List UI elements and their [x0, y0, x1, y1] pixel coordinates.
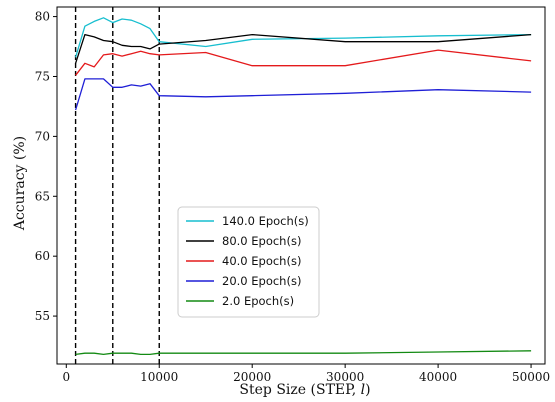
x-tick-label: 30000 [326, 370, 364, 384]
legend-entry: 140.0 Epoch(s) [222, 214, 309, 228]
x-axis-label: Step Size (STEP, l) [239, 382, 370, 398]
legend-box [177, 206, 320, 318]
series-line [74, 17, 532, 58]
x-axis-ticks: 0 10000 20000 30000 40000 50000 [62, 364, 550, 384]
y-axis-ticks: 55 60 65 70 75 80 [35, 10, 57, 323]
reference-lines [74, 7, 160, 364]
x-tick-label: 0 [62, 370, 70, 384]
x-tick-label: 50000 [512, 370, 550, 384]
x-tick-label: 40000 [419, 370, 457, 384]
x-tick-label: 20000 [233, 370, 271, 384]
x-tick-label: 10000 [140, 370, 178, 384]
y-tick-label: 55 [35, 309, 50, 323]
series-line [75, 350, 532, 356]
axes [56, 6, 546, 365]
series-line [75, 49, 532, 76]
y-tick-label: 80 [35, 10, 50, 24]
series-line [74, 33, 532, 64]
legend-entry: 80.0 Epoch(s) [222, 234, 301, 248]
plot-frame [56, 6, 546, 365]
y-axis-label: Accuracy (%) [12, 136, 28, 231]
legend-entry: 20.0 Epoch(s) [222, 274, 301, 288]
series-layer [74, 17, 532, 356]
legend-entry: 40.0 Epoch(s) [222, 254, 301, 268]
series-line [74, 78, 532, 111]
legend-entry: 2.0 Epoch(s) [222, 294, 294, 308]
y-tick-label: 65 [35, 189, 50, 203]
y-tick-label: 60 [35, 249, 50, 263]
y-tick-label: 70 [35, 129, 50, 143]
y-tick-label: 75 [35, 69, 50, 83]
legend: 140.0 Epoch(s) 80.0 Epoch(s) 40.0 Epoch(s)… [177, 206, 320, 318]
